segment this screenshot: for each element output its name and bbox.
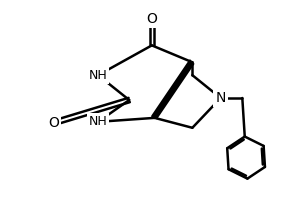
Text: NH: NH — [89, 115, 108, 128]
Text: N: N — [215, 91, 226, 105]
Text: NH: NH — [89, 69, 108, 82]
Text: O: O — [48, 116, 59, 130]
Text: O: O — [146, 11, 157, 26]
